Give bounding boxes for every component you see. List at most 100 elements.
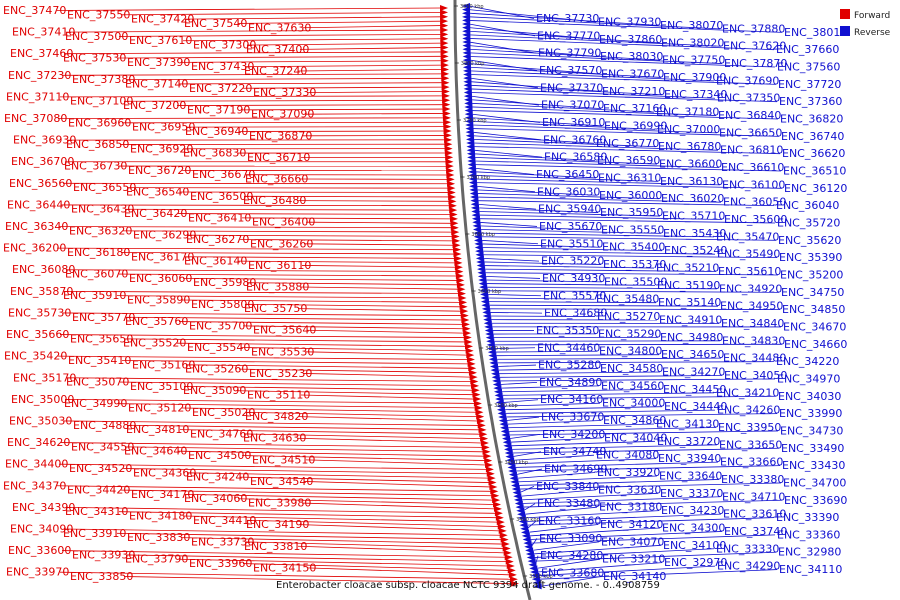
forward-gene-arrow[interactable] [451, 229, 460, 236]
forward-gene-label[interactable]: ENC_35070 [66, 376, 129, 389]
reverse-gene-label[interactable]: ENC_33370 [660, 487, 723, 500]
reverse-gene-label[interactable]: ENC_34700 [783, 476, 846, 489]
reverse-gene-arrow[interactable] [479, 287, 488, 294]
forward-gene-label[interactable]: ENC_35030 [9, 414, 72, 427]
forward-gene-arrow[interactable] [456, 281, 465, 288]
reverse-gene-arrow[interactable] [532, 579, 541, 586]
forward-gene-arrow[interactable] [449, 207, 458, 214]
reverse-gene-arrow[interactable] [481, 302, 490, 309]
reverse-gene-arrow[interactable] [481, 305, 490, 312]
forward-gene-label[interactable]: ENC_36420 [124, 207, 187, 220]
reverse-gene-label[interactable]: ENC_33360 [777, 528, 840, 541]
reverse-gene-label[interactable]: ENC_34650 [661, 348, 724, 361]
forward-gene-label[interactable]: ENC_35800 [191, 298, 254, 311]
reverse-gene-label[interactable]: ENC_34080 [596, 449, 659, 462]
reverse-gene-label[interactable]: ENC_36740 [781, 130, 844, 143]
reverse-gene-label[interactable]: ENC_37660 [776, 43, 839, 56]
reverse-gene-arrow[interactable] [500, 424, 509, 431]
reverse-gene-label[interactable]: ENC_34140 [603, 570, 666, 583]
forward-gene-arrow[interactable] [442, 101, 451, 108]
forward-gene-arrow[interactable] [498, 527, 507, 534]
forward-gene-arrow[interactable] [442, 110, 451, 117]
forward-gene-label[interactable]: ENC_37420 [131, 13, 194, 26]
reverse-gene-label[interactable]: ENC_36840 [718, 109, 781, 122]
forward-gene-arrow[interactable] [457, 286, 466, 293]
forward-gene-label[interactable]: ENC_34370 [3, 479, 66, 492]
forward-gene-arrow[interactable] [510, 580, 519, 587]
reverse-gene-label[interactable]: ENC_37930 [598, 15, 661, 28]
forward-gene-arrow[interactable] [477, 422, 486, 429]
forward-gene-arrow[interactable] [440, 62, 449, 69]
forward-gene-label[interactable]: ENC_34810 [126, 423, 189, 436]
reverse-gene-label[interactable]: ENC_37350 [717, 92, 780, 105]
forward-gene-label[interactable]: ENC_34410 [193, 514, 256, 527]
reverse-gene-arrow[interactable] [526, 554, 535, 561]
reverse-gene-arrow[interactable] [508, 471, 517, 478]
reverse-gene-arrow[interactable] [513, 493, 522, 500]
forward-gene-arrow[interactable] [455, 268, 464, 275]
forward-gene-label[interactable]: ENC_35000 [11, 393, 74, 406]
reverse-gene-arrow[interactable] [482, 313, 491, 320]
forward-gene-label[interactable]: ENC_34520 [69, 462, 132, 475]
forward-gene-label[interactable]: ENC_35110 [247, 389, 310, 402]
forward-gene-label[interactable]: ENC_35120 [128, 401, 191, 414]
forward-gene-arrow[interactable] [455, 273, 464, 280]
reverse-gene-label[interactable]: ENC_38010 [784, 26, 847, 39]
reverse-gene-label[interactable]: ENC_38020 [661, 36, 724, 49]
reverse-gene-label[interactable]: ENC_33840 [536, 480, 599, 493]
forward-gene-arrow[interactable] [474, 404, 483, 411]
forward-gene-arrow[interactable] [494, 510, 503, 517]
forward-gene-arrow[interactable] [452, 242, 461, 249]
forward-gene-arrow[interactable] [505, 558, 514, 565]
forward-gene-label[interactable]: ENC_33850 [70, 570, 133, 583]
forward-gene-arrow[interactable] [478, 426, 487, 433]
reverse-gene-arrow[interactable] [487, 345, 496, 352]
reverse-gene-arrow[interactable] [514, 496, 523, 503]
forward-gene-label[interactable]: ENC_34240 [186, 471, 249, 484]
forward-gene-label[interactable]: ENC_33830 [127, 531, 190, 544]
forward-gene-label[interactable]: ENC_36320 [69, 224, 132, 237]
forward-gene-arrow[interactable] [444, 136, 453, 143]
forward-gene-label[interactable]: ENC_36960 [68, 116, 131, 129]
forward-gene-label[interactable]: ENC_35260 [185, 363, 248, 376]
forward-gene-label[interactable]: ENC_36170 [131, 250, 194, 263]
forward-gene-label[interactable]: ENC_36930 [13, 134, 76, 147]
reverse-gene-label[interactable]: ENC_37160 [603, 102, 666, 115]
reverse-gene-label[interactable]: ENC_34580 [600, 362, 663, 375]
forward-gene-label[interactable]: ENC_35020 [192, 406, 255, 419]
forward-gene-arrow[interactable] [472, 391, 481, 398]
reverse-gene-label[interactable]: ENC_35290 [598, 327, 661, 340]
reverse-gene-label[interactable]: ENC_34440 [664, 400, 727, 413]
forward-gene-label[interactable]: ENC_37140 [125, 77, 188, 90]
forward-gene-arrow[interactable] [468, 369, 477, 376]
reverse-gene-label[interactable]: ENC_36000 [599, 189, 662, 202]
reverse-gene-label[interactable]: ENC_33680 [541, 567, 604, 580]
forward-gene-label[interactable]: ENC_34180 [129, 510, 192, 523]
forward-gene-arrow[interactable] [441, 66, 450, 73]
forward-gene-arrow[interactable] [448, 198, 457, 205]
reverse-gene-arrow[interactable] [500, 428, 509, 435]
reverse-gene-label[interactable]: ENC_34670 [783, 320, 846, 333]
reverse-gene-label[interactable]: ENC_33720 [657, 435, 720, 448]
reverse-gene-label[interactable]: ENC_35210 [656, 262, 719, 275]
reverse-gene-label[interactable]: ENC_37070 [541, 99, 604, 112]
reverse-gene-arrow[interactable] [529, 565, 538, 572]
forward-gene-label[interactable]: ENC_35410 [68, 354, 131, 367]
forward-gene-label[interactable]: ENC_35100 [130, 380, 193, 393]
forward-gene-arrow[interactable] [492, 497, 501, 504]
reverse-gene-label[interactable]: ENC_34980 [660, 331, 723, 344]
forward-gene-label[interactable]: ENC_35520 [123, 337, 186, 350]
reverse-gene-label[interactable]: ENC_36310 [598, 171, 661, 184]
forward-gene-arrow[interactable] [445, 163, 454, 170]
forward-gene-arrow[interactable] [441, 79, 450, 86]
forward-gene-arrow[interactable] [490, 488, 499, 495]
forward-gene-arrow[interactable] [440, 31, 449, 38]
reverse-gene-label[interactable]: ENC_35610 [718, 265, 781, 278]
forward-gene-label[interactable]: ENC_34500 [188, 449, 251, 462]
reverse-gene-arrow[interactable] [478, 276, 487, 283]
reverse-gene-label[interactable]: ENC_34800 [599, 345, 662, 358]
forward-gene-label[interactable]: ENC_35420 [4, 350, 67, 363]
forward-gene-arrow[interactable] [440, 18, 449, 25]
reverse-gene-label[interactable]: ENC_36810 [720, 144, 783, 157]
reverse-gene-arrow[interactable] [479, 284, 488, 291]
